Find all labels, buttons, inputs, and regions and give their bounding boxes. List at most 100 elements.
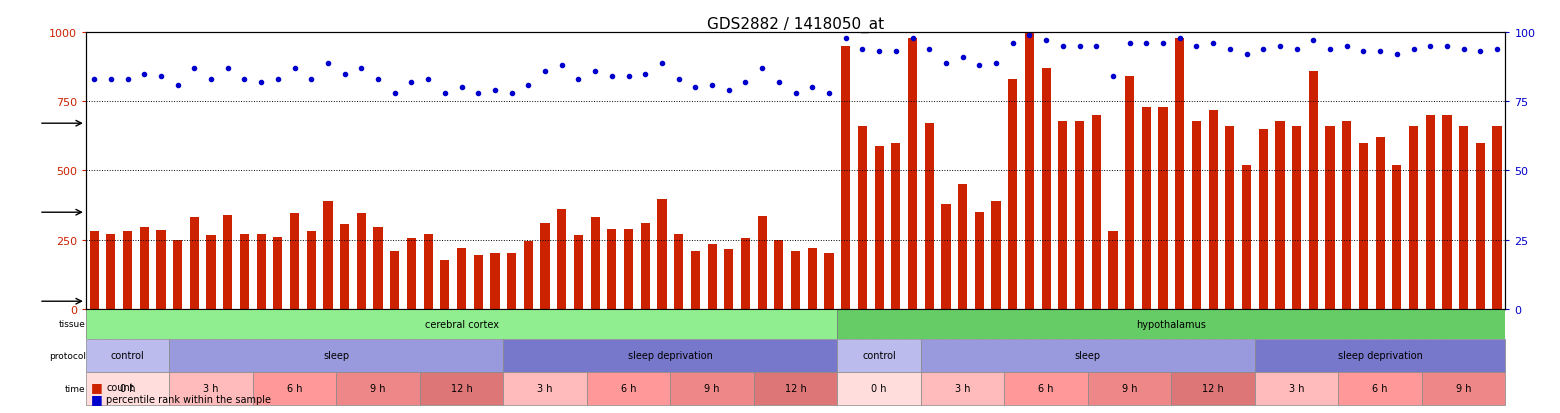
Text: ■: ■ xyxy=(90,392,103,405)
Bar xyxy=(1493,127,1502,309)
FancyBboxPatch shape xyxy=(170,372,253,405)
Bar xyxy=(323,202,332,309)
FancyBboxPatch shape xyxy=(671,372,753,405)
Text: 3 h: 3 h xyxy=(203,383,218,393)
Bar xyxy=(824,254,833,309)
Bar xyxy=(457,248,466,309)
FancyBboxPatch shape xyxy=(838,339,920,372)
Bar xyxy=(1042,69,1051,309)
Bar xyxy=(256,235,265,309)
Bar xyxy=(1092,116,1101,309)
Bar xyxy=(340,225,349,309)
Bar xyxy=(156,230,165,309)
Bar xyxy=(173,240,183,309)
Bar xyxy=(1292,127,1301,309)
Text: sleep: sleep xyxy=(1075,351,1101,361)
Bar xyxy=(1142,107,1151,309)
Bar xyxy=(407,239,417,309)
Bar xyxy=(1075,121,1084,309)
FancyBboxPatch shape xyxy=(1087,372,1172,405)
Text: time: time xyxy=(66,384,86,393)
Bar xyxy=(1326,127,1335,309)
Bar xyxy=(1359,143,1368,309)
Bar xyxy=(858,127,867,309)
Bar xyxy=(591,218,599,309)
Bar xyxy=(557,210,566,309)
Bar xyxy=(941,204,950,309)
Bar xyxy=(1008,80,1017,309)
Text: 9 h: 9 h xyxy=(370,383,385,393)
Bar xyxy=(975,212,984,309)
Bar xyxy=(140,228,148,309)
Text: ■: ■ xyxy=(90,380,103,393)
Text: 12 h: 12 h xyxy=(1203,383,1225,393)
FancyBboxPatch shape xyxy=(337,372,420,405)
Bar xyxy=(674,235,683,309)
FancyBboxPatch shape xyxy=(838,372,920,405)
Bar xyxy=(1392,166,1401,309)
Text: 9 h: 9 h xyxy=(1122,383,1137,393)
Text: 0 h: 0 h xyxy=(120,383,136,393)
Bar xyxy=(1209,110,1218,309)
Bar xyxy=(1459,127,1468,309)
Bar xyxy=(1443,116,1451,309)
Bar xyxy=(875,146,883,309)
Text: percentile rank within the sample: percentile rank within the sample xyxy=(106,394,271,404)
Text: 6 h: 6 h xyxy=(287,383,303,393)
Bar xyxy=(1108,232,1117,309)
Bar xyxy=(223,215,232,309)
Bar xyxy=(373,228,382,309)
Bar xyxy=(574,236,583,309)
FancyBboxPatch shape xyxy=(753,372,838,405)
Bar xyxy=(624,229,633,309)
FancyBboxPatch shape xyxy=(920,372,1005,405)
Bar xyxy=(273,237,282,309)
Bar xyxy=(791,251,800,309)
Bar xyxy=(440,261,449,309)
Bar xyxy=(657,200,666,309)
Bar xyxy=(808,248,817,309)
Text: 3 h: 3 h xyxy=(1289,383,1304,393)
Text: 6 h: 6 h xyxy=(1039,383,1055,393)
Bar xyxy=(925,124,934,309)
Text: hypothalamus: hypothalamus xyxy=(1136,319,1206,329)
Text: tissue: tissue xyxy=(59,320,86,329)
Bar xyxy=(540,223,549,309)
FancyBboxPatch shape xyxy=(86,339,170,372)
FancyBboxPatch shape xyxy=(170,339,504,372)
Bar xyxy=(1159,107,1167,309)
FancyBboxPatch shape xyxy=(504,372,587,405)
FancyBboxPatch shape xyxy=(587,372,671,405)
Bar xyxy=(123,232,133,309)
Bar xyxy=(1175,38,1184,309)
Bar xyxy=(390,251,399,309)
Bar xyxy=(724,250,733,309)
Bar xyxy=(641,223,651,309)
Bar xyxy=(424,235,432,309)
FancyBboxPatch shape xyxy=(920,339,1254,372)
Bar xyxy=(1276,121,1284,309)
Text: 9 h: 9 h xyxy=(1455,383,1471,393)
FancyBboxPatch shape xyxy=(253,372,337,405)
Bar xyxy=(490,254,499,309)
FancyBboxPatch shape xyxy=(838,309,1505,339)
FancyBboxPatch shape xyxy=(1254,339,1505,372)
FancyBboxPatch shape xyxy=(1172,372,1254,405)
Bar xyxy=(240,235,250,309)
Bar xyxy=(1476,143,1485,309)
Text: control: control xyxy=(863,351,895,361)
Text: sleep deprivation: sleep deprivation xyxy=(629,351,713,361)
Bar xyxy=(89,232,98,309)
Bar xyxy=(1058,121,1067,309)
Bar xyxy=(708,244,716,309)
Bar xyxy=(1309,72,1318,309)
FancyBboxPatch shape xyxy=(86,372,170,405)
Bar xyxy=(758,216,768,309)
Text: protocol: protocol xyxy=(48,351,86,360)
FancyBboxPatch shape xyxy=(1421,372,1505,405)
Bar xyxy=(841,47,850,309)
Text: 6 h: 6 h xyxy=(621,383,636,393)
Bar xyxy=(357,214,367,309)
Bar xyxy=(607,229,616,309)
Bar xyxy=(524,242,534,309)
